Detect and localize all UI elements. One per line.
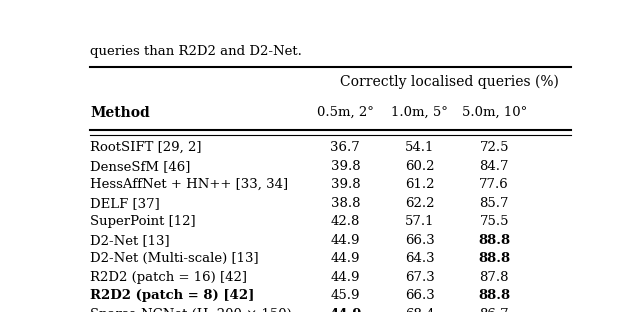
Text: 85.7: 85.7 xyxy=(479,197,509,210)
Text: SuperPoint [12]: SuperPoint [12] xyxy=(90,215,196,228)
Text: DELF [37]: DELF [37] xyxy=(90,197,159,210)
Text: 36.7: 36.7 xyxy=(330,141,360,154)
Text: Sparse-NCNet (H, 200 × 150): Sparse-NCNet (H, 200 × 150) xyxy=(90,308,292,312)
Text: 88.8: 88.8 xyxy=(478,234,510,247)
Text: 62.2: 62.2 xyxy=(405,197,435,210)
Text: 39.8: 39.8 xyxy=(330,160,360,173)
Text: 88.8: 88.8 xyxy=(478,252,510,265)
Text: 42.8: 42.8 xyxy=(331,215,360,228)
Text: HessAffNet + HN++ [33, 34]: HessAffNet + HN++ [33, 34] xyxy=(90,178,288,191)
Text: 44.9: 44.9 xyxy=(331,271,360,284)
Text: RootSIFT [29, 2]: RootSIFT [29, 2] xyxy=(90,141,202,154)
Text: Method: Method xyxy=(90,106,150,120)
Text: 44.9: 44.9 xyxy=(331,252,360,265)
Text: D2-Net [13]: D2-Net [13] xyxy=(90,234,170,247)
Text: 44.9: 44.9 xyxy=(331,234,360,247)
Text: 0.5m, 2°: 0.5m, 2° xyxy=(317,106,374,119)
Text: Correctly localised queries (%): Correctly localised queries (%) xyxy=(340,75,559,89)
Text: 67.3: 67.3 xyxy=(405,271,435,284)
Text: 75.5: 75.5 xyxy=(479,215,509,228)
Text: queries than R2D2 and D2-Net.: queries than R2D2 and D2-Net. xyxy=(90,45,302,58)
Text: DenseSfM [46]: DenseSfM [46] xyxy=(90,160,190,173)
Text: D2-Net (Multi-scale) [13]: D2-Net (Multi-scale) [13] xyxy=(90,252,259,265)
Text: 38.8: 38.8 xyxy=(331,197,360,210)
Text: 39.8: 39.8 xyxy=(330,178,360,191)
Text: 68.4: 68.4 xyxy=(405,308,435,312)
Text: R2D2 (patch = 16) [42]: R2D2 (patch = 16) [42] xyxy=(90,271,247,284)
Text: 72.5: 72.5 xyxy=(479,141,509,154)
Text: 60.2: 60.2 xyxy=(405,160,435,173)
Text: 88.8: 88.8 xyxy=(478,289,510,302)
Text: 86.7: 86.7 xyxy=(479,308,509,312)
Text: 54.1: 54.1 xyxy=(405,141,435,154)
Text: 61.2: 61.2 xyxy=(405,178,435,191)
Text: 57.1: 57.1 xyxy=(405,215,435,228)
Text: 5.0m, 10°: 5.0m, 10° xyxy=(461,106,527,119)
Text: 1.0m, 5°: 1.0m, 5° xyxy=(391,106,448,119)
Text: 44.9: 44.9 xyxy=(329,308,362,312)
Text: 45.9: 45.9 xyxy=(331,289,360,302)
Text: 64.3: 64.3 xyxy=(405,252,435,265)
Text: 84.7: 84.7 xyxy=(479,160,509,173)
Text: 77.6: 77.6 xyxy=(479,178,509,191)
Text: 66.3: 66.3 xyxy=(405,289,435,302)
Text: 87.8: 87.8 xyxy=(479,271,509,284)
Text: 66.3: 66.3 xyxy=(405,234,435,247)
Text: R2D2 (patch = 8) [42]: R2D2 (patch = 8) [42] xyxy=(90,289,254,302)
